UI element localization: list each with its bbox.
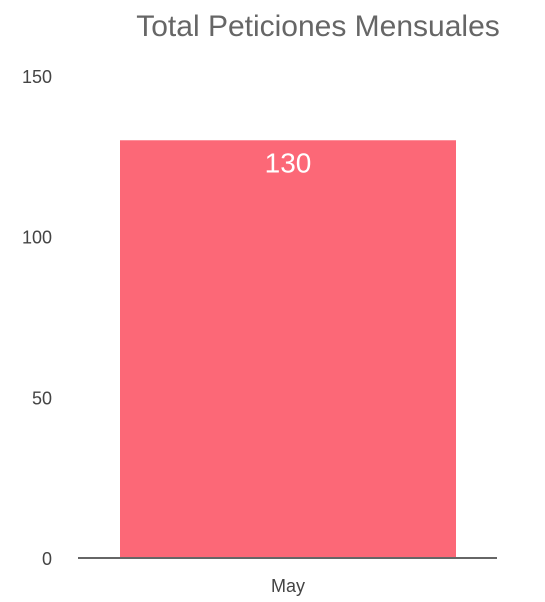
y-axis-ticks: 0 50 100 150 bbox=[22, 67, 52, 569]
y-tick-label: 150 bbox=[22, 67, 52, 87]
x-axis-ticks: May bbox=[271, 576, 305, 596]
y-tick-label: 0 bbox=[42, 549, 52, 569]
chart-title: Total Peticiones Mensuales bbox=[136, 10, 500, 43]
bar bbox=[120, 140, 456, 558]
y-tick-label: 50 bbox=[32, 388, 52, 408]
bars-group: 130 bbox=[120, 140, 456, 558]
bar-data-label: 130 bbox=[265, 147, 312, 178]
x-tick-label: May bbox=[271, 576, 305, 596]
y-tick-label: 100 bbox=[22, 228, 52, 248]
